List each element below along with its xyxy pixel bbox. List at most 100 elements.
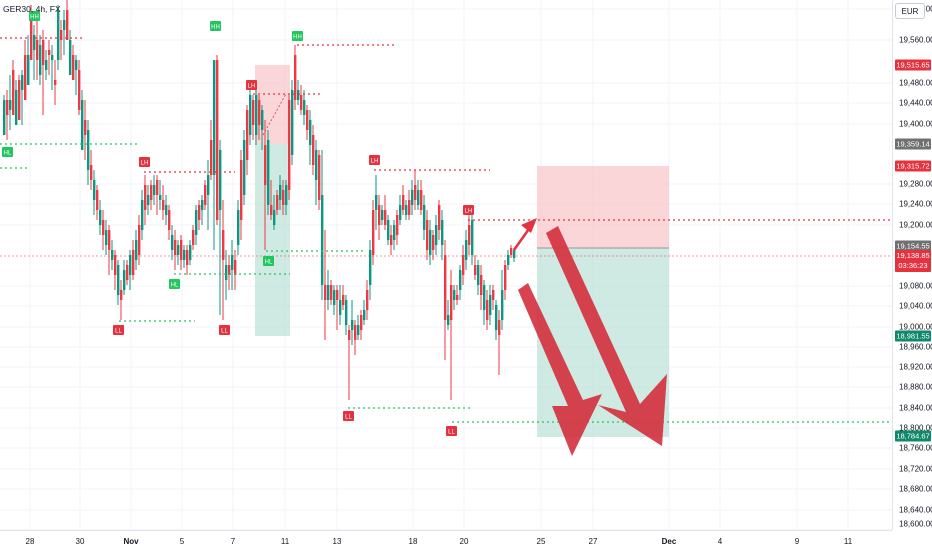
candle [114, 250, 117, 290]
candle [399, 195, 402, 225]
svg-text:HH: HH [293, 35, 302, 41]
time-tick-label: 11 [843, 537, 853, 546]
candle [108, 225, 111, 275]
candle [174, 230, 177, 270]
swing-label: HH [292, 31, 303, 41]
price-tick-label: 18,880.00 [899, 382, 932, 392]
svg-text:LL: LL [448, 430, 455, 436]
svg-text:HL: HL [265, 260, 273, 266]
current-price-value: 19,138.85 [896, 251, 930, 260]
candle [102, 210, 105, 250]
price-tick-label: 19,560.00 [899, 35, 932, 45]
candle [432, 230, 435, 260]
candle [255, 85, 258, 145]
candle [336, 285, 339, 330]
candle [309, 110, 312, 165]
candle [180, 235, 183, 270]
candle [408, 190, 411, 220]
candle [282, 180, 285, 215]
candle [456, 285, 459, 305]
candle [450, 270, 453, 400]
candle [267, 130, 270, 215]
candle [441, 210, 444, 260]
candle [477, 260, 480, 295]
swing-label: HH [210, 21, 221, 31]
swing-label: HH [29, 11, 40, 21]
candle [3, 95, 6, 135]
candle [447, 300, 450, 330]
time-tick-label: 30 [75, 537, 85, 546]
box1-target-zone [255, 144, 290, 336]
candle [378, 195, 381, 240]
candlestick-chart[interactable]: HH HL HH LH HL LH LL HL LL HH LH LL LH LL [0, 0, 892, 530]
candle [471, 215, 474, 265]
candle [360, 310, 363, 340]
candle [324, 230, 327, 340]
time-tick-label: 25 [536, 537, 546, 546]
candle [297, 80, 300, 105]
candle [489, 285, 492, 325]
candle [492, 285, 495, 310]
candle [159, 180, 162, 210]
candle [123, 260, 126, 295]
candle [264, 120, 267, 250]
candle [81, 90, 84, 150]
candle [345, 295, 348, 335]
candle [237, 200, 240, 255]
time-tick-label: 20 [459, 537, 469, 546]
time-tick-label: 4 [717, 537, 723, 546]
candle [231, 240, 234, 290]
candle [444, 240, 447, 360]
candle [201, 195, 204, 225]
currency-button[interactable]: EUR [895, 3, 925, 19]
candle [510, 245, 513, 258]
swing-label: LH [369, 155, 380, 165]
candle [57, 5, 60, 70]
time-tick-label: 28 [25, 537, 35, 546]
price-tick-label: 19,200.00 [899, 220, 932, 230]
box1-stop-zone [255, 65, 290, 144]
candle [189, 240, 192, 265]
candle [78, 60, 81, 115]
candle [312, 125, 315, 175]
candle [198, 200, 201, 230]
candle [480, 265, 483, 310]
candle [366, 280, 369, 320]
candle [162, 185, 165, 220]
swing-label: HL [2, 147, 13, 157]
candle [138, 215, 141, 265]
candle [384, 195, 387, 230]
candle [234, 250, 237, 290]
candle [342, 285, 345, 310]
price-tick-label: 19,280.00 [899, 179, 932, 189]
candle [45, 50, 48, 80]
candle [411, 180, 414, 215]
candle [6, 90, 9, 140]
candle [369, 240, 372, 300]
price-tick-label: 18,960.00 [899, 342, 932, 352]
candle [495, 300, 498, 340]
candle [42, 30, 45, 115]
price-tag: 19,515.65 [895, 59, 931, 71]
candle [228, 255, 231, 290]
candle [426, 210, 429, 260]
price-tick-label: 19,080.00 [899, 281, 932, 291]
candle [90, 150, 93, 190]
chart-area[interactable]: HH HL HH LH HL LH LL HL LL HH LH LL LH LL GER30, 4h, … [0, 0, 892, 530]
time-axis[interactable]: 28 30 Nov 5 7 11 13 18 20 25 27 Dec 4 9 11 [0, 530, 892, 551]
candle [147, 185, 150, 215]
candle [333, 285, 336, 315]
forecast-arrows [512, 218, 667, 456]
candle [288, 95, 291, 200]
candle [246, 105, 249, 175]
candle [18, 75, 21, 120]
candle [60, 20, 63, 60]
price-tick-label: 18,800.00 [899, 423, 932, 433]
time-tick-label: 5 [179, 537, 185, 546]
candle [150, 180, 153, 210]
candle [219, 140, 222, 315]
candle [171, 225, 174, 260]
price-axis[interactable]: 19,600.0019,560.0019,480.0019,440.0019,4… [892, 0, 932, 530]
time-tick-label: 13 [332, 537, 342, 546]
time-tick-label: Nov [123, 537, 139, 546]
